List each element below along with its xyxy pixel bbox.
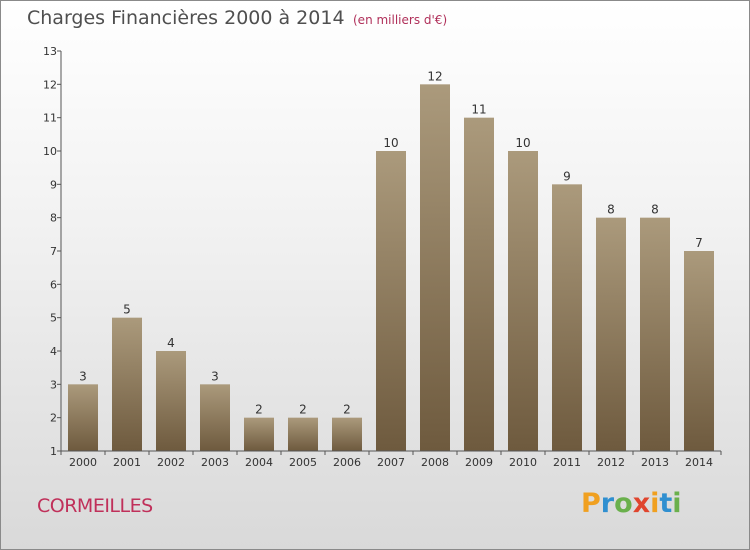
bar-2000 (68, 384, 98, 451)
bar-2010 (508, 151, 538, 451)
x-tick-label-2005: 2005 (289, 456, 317, 469)
data-label-2004: 2 (255, 403, 263, 417)
x-tick-label-2006: 2006 (333, 456, 361, 469)
logo-letter: i (650, 488, 660, 519)
x-tick-label-2007: 2007 (377, 456, 405, 469)
logo-letter: o (614, 488, 633, 519)
data-label-2010: 10 (515, 136, 530, 150)
y-tick-label: 7 (50, 245, 57, 258)
y-tick-label: 3 (50, 378, 57, 391)
y-tick-label: 6 (50, 278, 57, 291)
x-tick-label-2002: 2002 (157, 456, 185, 469)
bar-2001 (112, 317, 142, 451)
logo-letter: x (632, 488, 651, 519)
bar-series: 3 5 4 3 2 2 2 10 12 11 10 9 8 8 7 (68, 69, 714, 452)
bar-2005 (288, 417, 318, 451)
bar-2002 (156, 351, 186, 451)
data-label-2005: 2 (299, 403, 307, 417)
bar-2004 (244, 417, 274, 451)
x-tick-label-2012: 2012 (597, 456, 625, 469)
bar-2007 (376, 151, 406, 451)
bar-2014 (684, 251, 714, 451)
x-tick-label-2001: 2001 (113, 456, 141, 469)
bar-2013 (640, 217, 670, 451)
x-tick-label-2003: 2003 (201, 456, 229, 469)
data-label-2012: 8 (607, 203, 615, 217)
logo-letter: r (600, 488, 615, 519)
data-label-2014: 7 (695, 236, 703, 250)
data-label-2003: 3 (211, 369, 219, 383)
bar-2009 (464, 117, 494, 452)
data-label-2001: 5 (123, 303, 131, 317)
y-tick-label: 10 (43, 145, 57, 158)
proxiti-logo[interactable]: Proxiti (581, 488, 682, 519)
bar-2006 (332, 417, 362, 451)
y-tick-label: 4 (50, 345, 57, 358)
logo-letter: t (659, 488, 673, 519)
data-label-2013: 8 (651, 203, 659, 217)
data-label-2011: 9 (563, 169, 571, 183)
data-label-2002: 4 (167, 336, 175, 350)
logo-letter: P (581, 488, 601, 519)
y-tick-label: 1 (50, 445, 57, 458)
data-label-2007: 10 (383, 136, 398, 150)
y-tick-label: 2 (50, 412, 57, 425)
y-tick-label: 9 (50, 178, 57, 191)
x-axis: 2000 2001 2002 2003 2004 2005 2006 2007 2008 2009… (60, 450, 722, 469)
data-label-2006: 2 (343, 403, 351, 417)
x-tick-label-2014: 2014 (685, 456, 713, 469)
x-tick-label-2000: 2000 (69, 456, 97, 469)
data-label-2000: 3 (79, 369, 87, 383)
data-label-2009: 11 (471, 103, 486, 117)
chart-title: Charges Financières 2000 à 2014 (27, 7, 345, 29)
x-tick-label-2013: 2013 (641, 456, 669, 469)
x-tick-label-2010: 2010 (509, 456, 537, 469)
y-tick-label: 12 (43, 78, 57, 91)
x-tick-label-2008: 2008 (421, 456, 449, 469)
data-label-2008: 12 (427, 69, 442, 83)
commune-name: CORMEILLES (37, 495, 153, 517)
bar-2003 (200, 384, 230, 451)
y-tick-label: 13 (43, 45, 57, 58)
bar-2011 (552, 184, 582, 452)
bar-2012 (596, 217, 626, 451)
bar-2008 (420, 84, 450, 451)
y-tick-label: 8 (50, 212, 57, 225)
x-tick-label-2004: 2004 (245, 456, 273, 469)
x-tick-label-2009: 2009 (465, 456, 493, 469)
x-tick-label-2011: 2011 (553, 456, 581, 469)
y-tick-label: 5 (50, 312, 57, 325)
logo-letter: i (672, 488, 682, 519)
y-tick-label: 11 (43, 112, 57, 125)
chart-subtitle: (en milliers d'€) (353, 13, 448, 27)
